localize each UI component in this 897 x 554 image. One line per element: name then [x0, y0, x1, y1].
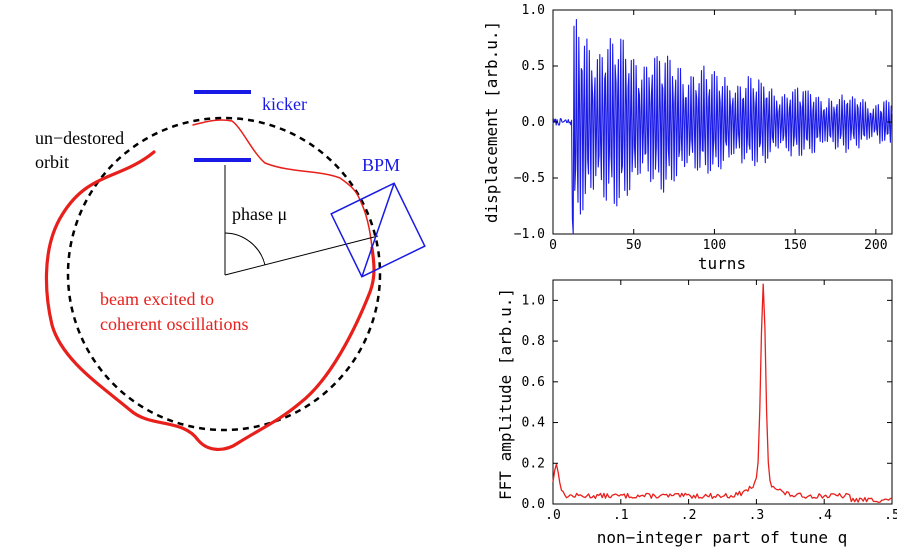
displacement-y-axis-label: displacement [arb.u.]	[482, 21, 501, 223]
displacement-y-tick-label: −1.0	[514, 227, 545, 242]
displacement-y-tick-label: 1.0	[522, 3, 545, 18]
fft-x-tick-label: .3	[749, 508, 765, 523]
fft-y-tick-label: 0.6	[522, 375, 545, 390]
phase-line-to-bpm	[224, 235, 379, 276]
displacement-chart: 0 50 100 150 200 −1.0 −0.5 0.0 0.5 1.0 turns dis…	[482, 3, 893, 273]
displacement-x-tick-label: 200	[864, 238, 887, 253]
fft-x-ticks: .0 .1 .2 .3 .4 .5	[545, 280, 897, 523]
displacement-x-tick-label: 100	[703, 238, 726, 253]
fft-y-ticks: 0.0 0.2 0.4 0.6 0.8 1.0	[522, 293, 892, 512]
beam-label-line1: beam excited to	[100, 289, 214, 309]
phase-arc	[224, 232, 266, 266]
fft-x-tick-label: .2	[681, 508, 697, 523]
ring-diagram: kicker un−destored orbit BPM phase μ bea…	[35, 90, 426, 451]
fft-y-tick-label: 0.8	[522, 334, 545, 349]
displacement-x-axis-label: turns	[698, 254, 746, 273]
beam-trajectory-thin	[192, 119, 373, 249]
fft-spectrum-line	[552, 283, 893, 503]
displacement-x-tick-label: 0	[549, 238, 557, 253]
fft-plot-frame	[552, 279, 893, 505]
fft-y-tick-label: 0.2	[522, 456, 545, 471]
fft-chart: .0 .1 .2 .3 .4 .5 0.0 0.2 0.4 0.6 0.8 1.0 non−inte…	[496, 279, 897, 547]
beam-trajectory-thick	[44, 150, 376, 451]
fft-y-tick-label: 1.0	[522, 293, 545, 308]
displacement-x-tick-label: 150	[783, 238, 806, 253]
displacement-y-tick-label: 0.5	[522, 59, 545, 74]
orbit-label-line1: un−destored	[35, 128, 124, 148]
phase-label: phase μ	[232, 204, 287, 224]
beam-label-line2: coherent oscillations	[100, 314, 248, 334]
displacement-y-tick-label: −0.5	[514, 171, 545, 186]
fft-y-axis-label: FFT amplitude [arb.u.]	[496, 288, 515, 500]
fft-x-tick-label: .0	[545, 508, 561, 523]
fft-y-tick-label: 0.0	[522, 497, 545, 512]
displacement-signal-line	[552, 19, 893, 235]
displacement-x-ticks: 0 50 100 150 200	[549, 10, 888, 253]
fft-x-tick-label: .1	[613, 508, 629, 523]
displacement-x-tick-label: 50	[626, 238, 642, 253]
fft-x-tick-label: .4	[816, 508, 832, 523]
bpm-label: BPM	[362, 155, 400, 175]
kicker-label: kicker	[262, 94, 307, 114]
fft-x-axis-label: non−integer part of tune q	[597, 528, 847, 547]
fft-y-tick-label: 0.4	[522, 416, 546, 431]
bpm-monitor	[330, 182, 426, 278]
fft-x-tick-label: .5	[884, 508, 897, 523]
displacement-y-ticks: −1.0 −0.5 0.0 0.5 1.0	[514, 3, 892, 242]
undisturbed-orbit	[66, 116, 382, 432]
orbit-label-line2: orbit	[35, 152, 69, 172]
displacement-y-tick-label: 0.0	[522, 115, 545, 130]
